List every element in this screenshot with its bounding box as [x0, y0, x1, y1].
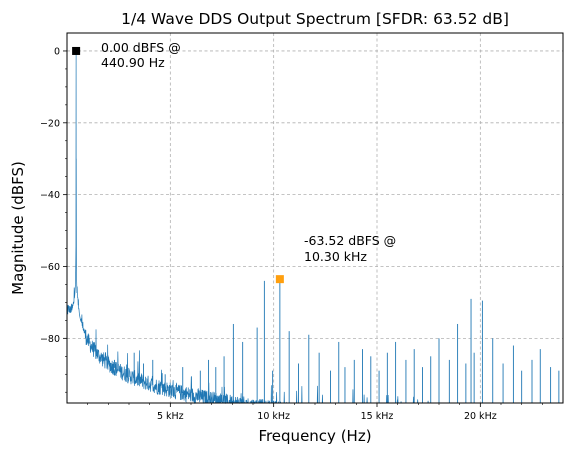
y-tick-label: 0 — [54, 46, 60, 57]
worst-spur-label-line2: 10.30 kHz — [304, 249, 367, 264]
axes: 5 kHz 10 kHz 15 kHz 20 kHz 0 −20 −40 −60 −80 — [40, 46, 543, 422]
worst-spur-marker — [275, 275, 284, 284]
worst-spur-label-line1: -63.52 dBFS @ — [304, 233, 396, 248]
x-axis-label: Frequency (Hz) — [258, 427, 371, 445]
y-tick-label: −80 — [40, 334, 60, 345]
x-tick-label: 15 kHz — [361, 411, 394, 422]
chart-title: 1/4 Wave DDS Output Spectrum [SFDR: 63.5… — [121, 10, 509, 28]
y-tick-label: −40 — [40, 190, 60, 201]
x-tick-label: 10 kHz — [257, 411, 290, 422]
y-tick-label: −20 — [40, 118, 60, 129]
fundamental-label-line1: 0.00 dBFS @ — [101, 40, 181, 55]
marker-layer: 0.00 dBFS @440.90 Hz -63.52 dBFS @10.30 k… — [72, 40, 396, 284]
x-tick-label: 5 kHz — [157, 411, 184, 422]
fundamental-label-line2: 440.90 Hz — [101, 55, 165, 70]
y-tick-label: −60 — [40, 262, 60, 273]
y-axis-label: Magnitude (dBFS) — [9, 161, 27, 295]
grid-lines — [67, 33, 563, 403]
fundamental-marker — [72, 46, 81, 55]
x-tick-label: 20 kHz — [464, 411, 497, 422]
